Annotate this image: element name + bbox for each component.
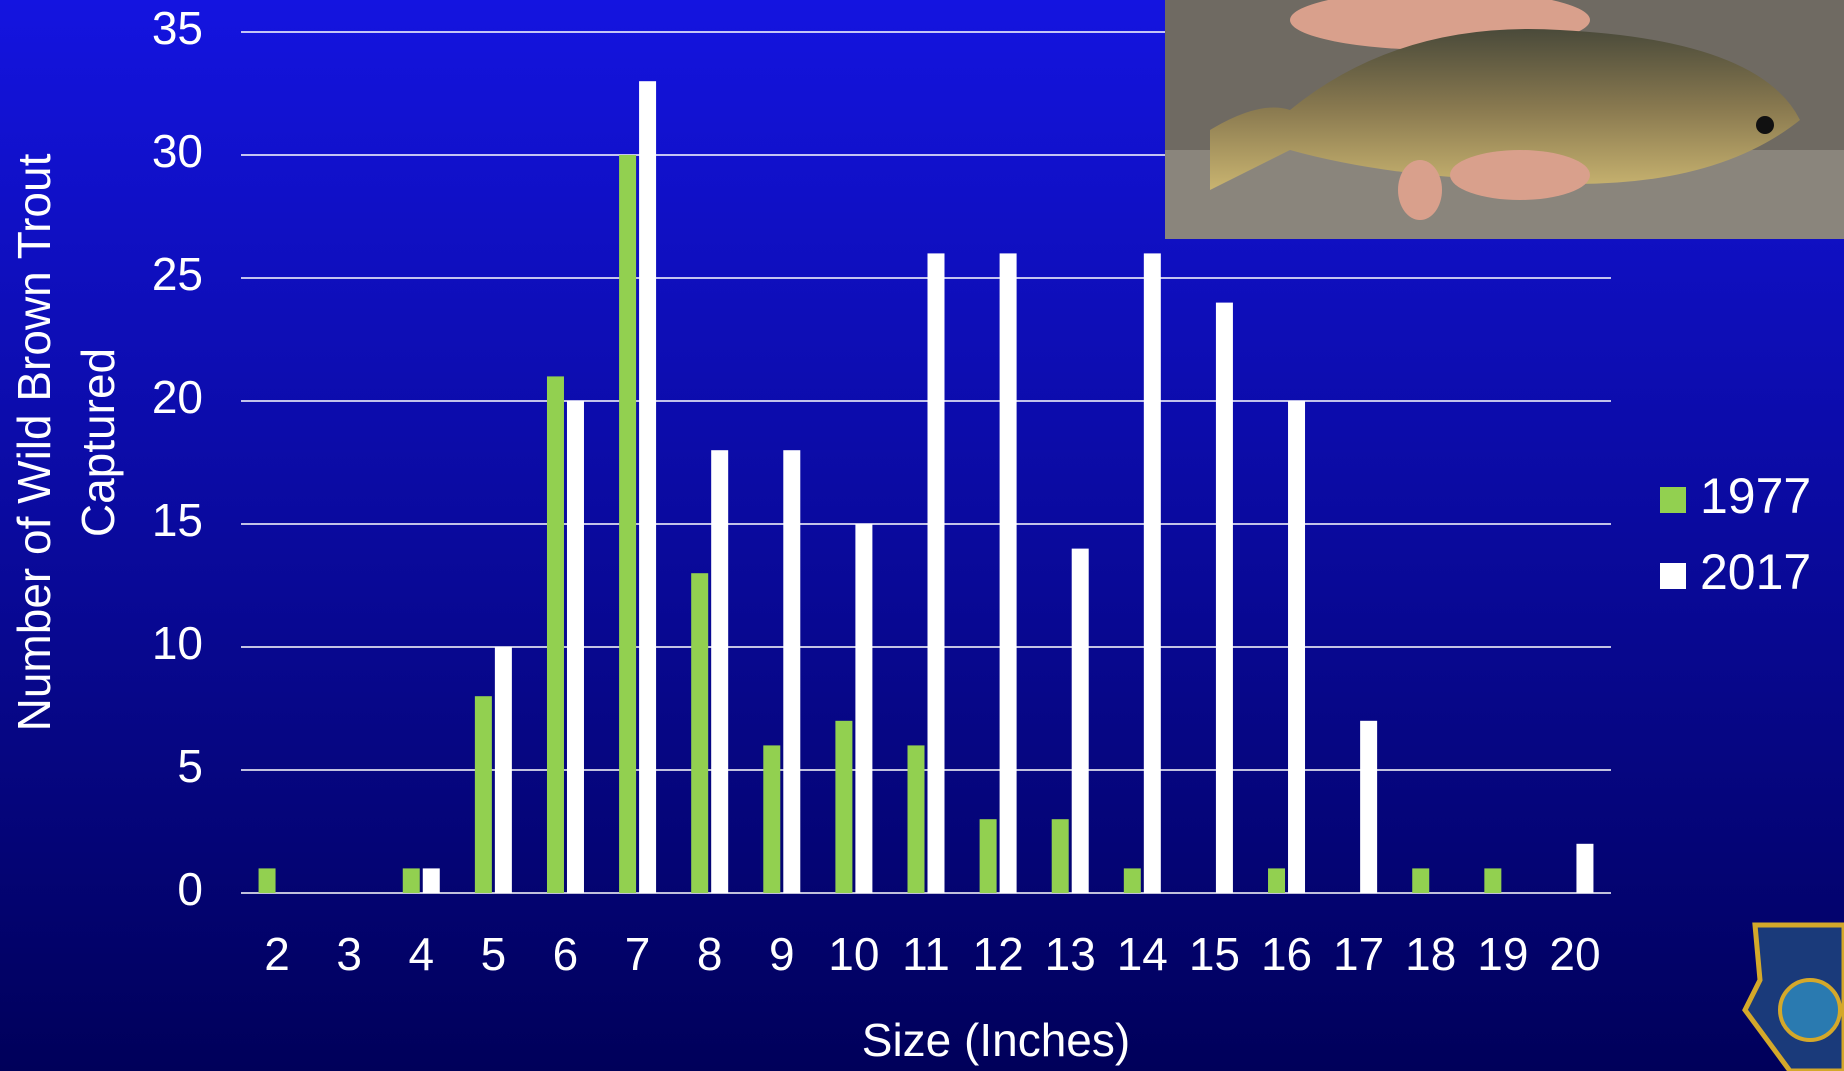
x-tick-label: 7 [625, 928, 651, 980]
bar [1051, 819, 1069, 893]
bar [1484, 868, 1502, 893]
bar [907, 745, 925, 893]
bar [855, 524, 873, 893]
x-tick-label: 12 [973, 928, 1024, 980]
y-tick-label: 5 [177, 740, 203, 792]
legend-label: 1977 [1700, 468, 1811, 524]
x-tick-label: 14 [1117, 928, 1168, 980]
x-tick-label: 3 [336, 928, 362, 980]
x-tick-label: 6 [553, 928, 579, 980]
bar [1412, 868, 1430, 893]
x-tick-label: 5 [481, 928, 507, 980]
bar [619, 155, 637, 893]
bar [494, 647, 512, 893]
x-tick-label: 8 [697, 928, 723, 980]
bar [979, 819, 997, 893]
x-tick-label: 13 [1045, 928, 1096, 980]
x-tick-label: 16 [1261, 928, 1312, 980]
x-tick-label: 11 [902, 928, 950, 980]
bar [1215, 302, 1233, 894]
bar [1576, 843, 1594, 893]
x-tick-label: 10 [828, 928, 879, 980]
x-tick-label: 19 [1477, 928, 1528, 980]
bar [258, 868, 276, 893]
y-tick-label: 30 [152, 125, 203, 177]
bar [1143, 253, 1161, 893]
bar [711, 450, 729, 893]
bar [1288, 401, 1306, 893]
x-tick-label: 20 [1549, 928, 1600, 980]
y-tick-label: 35 [152, 2, 203, 54]
bar [566, 401, 584, 893]
bar [546, 376, 564, 893]
y-axis-label: Captured [72, 348, 124, 537]
y-tick-label: 20 [152, 371, 203, 423]
logo [1742, 922, 1844, 1071]
bar [422, 868, 440, 893]
bar [999, 253, 1017, 893]
y-tick-label: 25 [152, 248, 203, 300]
bar [474, 696, 492, 893]
y-tick-label: 15 [152, 494, 203, 546]
y-axis-label: Number of Wild Brown Trout [8, 153, 60, 731]
bar [783, 450, 801, 893]
photo [1165, 0, 1844, 239]
bar [1123, 868, 1141, 893]
x-tick-label: 4 [408, 928, 434, 980]
legend-swatch [1660, 487, 1686, 513]
legend-swatch [1660, 563, 1686, 589]
bar [402, 868, 420, 893]
x-axis-label: Size (Inches) [862, 1014, 1130, 1066]
x-tick-label: 15 [1189, 928, 1240, 980]
y-tick-label: 0 [177, 863, 203, 915]
bar [639, 81, 657, 893]
x-tick-label: 18 [1405, 928, 1456, 980]
x-tick-label: 17 [1333, 928, 1384, 980]
y-tick-label: 10 [152, 617, 203, 669]
bar [1360, 720, 1378, 893]
bar [835, 720, 853, 893]
bar [1071, 548, 1089, 893]
bar [763, 745, 781, 893]
bar [1268, 868, 1286, 893]
legend-label: 2017 [1700, 544, 1811, 600]
x-tick-label: 9 [769, 928, 795, 980]
bar [691, 573, 709, 893]
x-tick-label: 2 [264, 928, 290, 980]
bar [927, 253, 945, 893]
